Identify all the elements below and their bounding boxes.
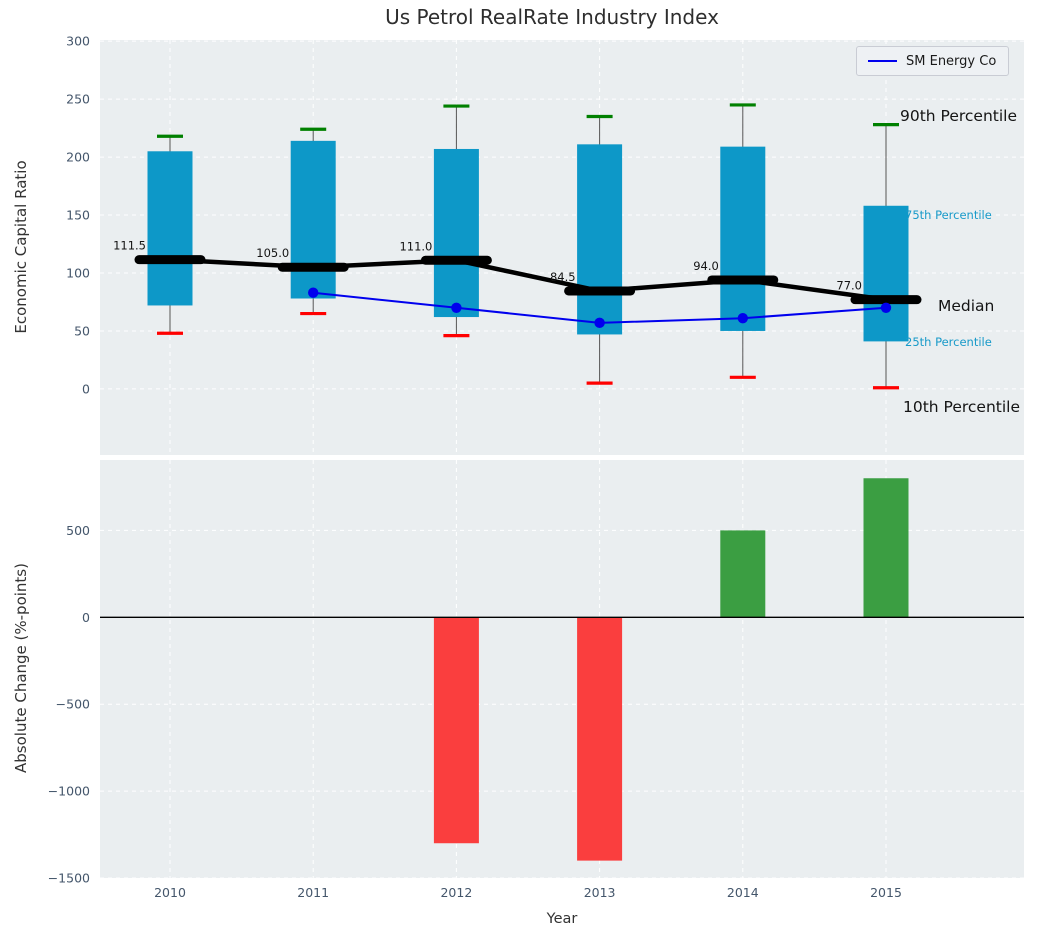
y-tick-label: 300: [66, 34, 90, 49]
change-bar-2013: [577, 617, 623, 861]
company-point: [737, 313, 748, 324]
change-bar-2012: [433, 617, 479, 844]
annotation-90th-percentile: 90th Percentile: [900, 107, 1018, 125]
company-point: [880, 302, 892, 313]
bottom-plot-panel: 500 0 −500 −1000 −1500 2010 2011 2012 2013 2014 20…: [48, 460, 1024, 900]
y-tick-label: 250: [66, 92, 90, 107]
iqr-box-2015: [863, 205, 909, 342]
x-axis-label: Year: [546, 911, 578, 927]
annotation-75th-percentile: 75th Percentile: [905, 208, 992, 222]
x-tick-label: 2011: [297, 885, 329, 900]
y-tick-label: 500: [66, 523, 90, 538]
y-tick-label: −1500: [48, 871, 90, 886]
y-tick-label: −500: [56, 697, 90, 712]
iqr-box-2010: [147, 151, 193, 306]
y-tick-label: 0: [82, 610, 90, 625]
y-tick-label: 100: [66, 266, 90, 281]
iqr-box-2014: [720, 146, 766, 331]
median-value-label: 94.0: [693, 259, 719, 273]
legend-line-sample: [868, 59, 897, 63]
annotation-median: Median: [938, 297, 995, 315]
x-tick-label: 2013: [584, 885, 616, 900]
top-y-axis-label: Economic Capital Ratio: [12, 160, 30, 334]
boxplot-canvas: 300 250 200 150 100 50 0 111.5 105.0 111.0 84.5 94.…: [66, 34, 1024, 455]
median-value-label: 105.0: [256, 246, 289, 260]
iqr-box-2011: [290, 140, 336, 299]
y-tick-label: 150: [66, 208, 90, 223]
change-bar-2015: [863, 478, 909, 618]
iqr-box-2013: [577, 144, 623, 335]
x-tick-label: 2010: [154, 885, 186, 900]
x-tick-label: 2014: [727, 885, 759, 900]
legend-label: SM Energy Co: [906, 53, 997, 69]
company-point: [594, 317, 605, 329]
chart-title: Us Petrol RealRate Industry Index: [385, 5, 719, 29]
median-value-label: 111.5: [113, 239, 146, 253]
change-bar-2014: [720, 530, 766, 618]
x-tick-label: 2015: [870, 885, 902, 900]
x-tick-label: 2012: [440, 885, 472, 900]
bar-chart-canvas: 500 0 −500 −1000 −1500 2010 2011 2012 2013 2014 20…: [48, 460, 1024, 900]
company-point: [308, 287, 319, 298]
y-tick-label: 0: [82, 381, 90, 396]
median-value-label: 84.5: [550, 270, 576, 284]
iqr-box-2012: [433, 148, 479, 318]
annotation-25th-percentile: 25th Percentile: [905, 335, 992, 349]
median-line: [169, 257, 887, 302]
y-tick-label: 200: [66, 150, 90, 165]
company-point: [451, 302, 462, 313]
top-plot-panel: 300 250 200 150 100 50 0 111.5 105.0 111.0 84.5 94.…: [66, 34, 1024, 455]
y-tick-label: 50: [74, 323, 90, 338]
annotation-10th-percentile: 10th Percentile: [903, 398, 1021, 416]
median-value-label: 111.0: [399, 239, 432, 253]
legend: SM Energy Co: [856, 46, 1010, 76]
bottom-y-axis-label: Absolute Change (%-points): [12, 563, 30, 773]
y-tick-label: −1000: [48, 784, 90, 799]
median-value-label: 77.0: [836, 279, 862, 293]
